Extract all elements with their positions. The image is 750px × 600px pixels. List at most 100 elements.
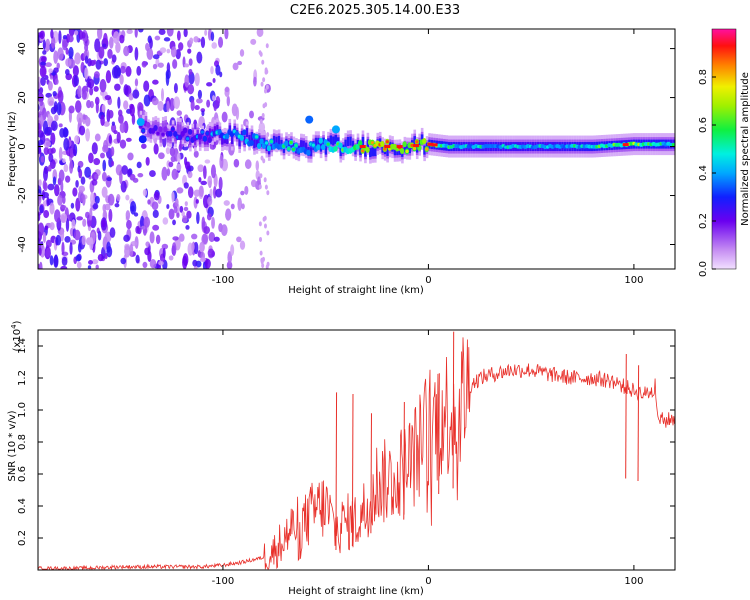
spectrogram-x-axis: -100 0 100 [212, 29, 643, 286]
spectrogram-noise-cell [52, 91, 57, 97]
spectrogram-noise-cell [196, 211, 200, 224]
spectrogram-noise-cell [262, 77, 266, 83]
spectrogram-ridge-cell [168, 130, 173, 137]
spectrogram-noise-cell [58, 169, 65, 182]
spectrogram-noise-cell [107, 193, 115, 206]
spectrogram-band-cell [423, 145, 426, 155]
spectrogram-noise-cell [75, 254, 82, 262]
spectrogram-noise-cell [195, 199, 199, 204]
spectrogram-noise-cell [142, 188, 148, 197]
spectrogram-noise-cell [78, 185, 86, 193]
spectrogram-noise-cell [69, 161, 74, 174]
spectrogram-noise-cell [185, 225, 190, 230]
spectrogram-noise-cell [77, 85, 82, 98]
spectrogram-noise-cell [47, 164, 52, 172]
spectrogram-noise-cell [198, 177, 202, 183]
spectrogram-noise-cell [91, 259, 99, 265]
colorbar: 0.0 0.2 0.4 0.6 0.8 Normalized spectral ampl… [698, 28, 750, 277]
spectrogram-noise-cell [194, 72, 200, 87]
spectrogram-noise-cell [265, 84, 269, 90]
spectrogram-y-tick-label: 0 [17, 143, 28, 149]
spectrogram-band-cell [255, 138, 259, 148]
spectrogram-noise-cell [224, 29, 229, 40]
spectrogram-noise-cell [209, 188, 213, 197]
spectrogram-noise-cell [102, 204, 107, 213]
spectrogram-noise-cell [155, 234, 161, 245]
spectrogram-noise-cell [213, 104, 217, 112]
spectrogram-noise-cell [249, 110, 254, 119]
spectrogram-noise-cell [65, 218, 70, 232]
spectrogram-noise-cell [115, 41, 121, 54]
spectrogram-noise-cell [204, 29, 208, 36]
colorbar-tick-label: 0.4 [698, 165, 709, 181]
spectrogram-noise-cell [39, 65, 47, 78]
spectrogram-noise-cell [48, 68, 53, 74]
spectrogram-ridge-peak [264, 141, 269, 145]
spectrogram-ridge-cell [399, 148, 405, 155]
spectrogram-noise-cell [166, 204, 170, 209]
spectrogram-noise-cell [102, 159, 107, 172]
spectrogram-noise-cell [178, 143, 182, 152]
spectrogram-noise-cell [80, 61, 85, 74]
spectrogram-noise-cell [215, 188, 223, 198]
spectrogram-ridge-peak [292, 147, 296, 151]
spectrogram-noise-cell [253, 76, 257, 87]
spectrogram-noise-cell [176, 212, 180, 218]
spectrogram-noise-cell [42, 232, 47, 244]
snr-scale-suffix: ) [12, 320, 23, 324]
spectrogram-band-cell [344, 139, 348, 149]
spectrogram-noise-cell [62, 39, 68, 51]
spectrogram-noise-cell [176, 30, 181, 41]
spectrogram-ridge-cell [207, 137, 212, 144]
spectrogram-noise-cell [108, 109, 114, 119]
spectrogram-blob [331, 125, 340, 134]
snr-spike [351, 393, 354, 547]
spectrogram-noise-cell [48, 153, 54, 163]
spectrogram-noise-cell [60, 204, 67, 209]
spectrogram-noise-cell [196, 51, 203, 64]
spectrogram-noise-cell [265, 69, 269, 75]
spectrogram-noise-cell [232, 62, 239, 71]
spectrogram-noise-cell [207, 248, 215, 258]
spectrogram-noise-cell [149, 170, 156, 178]
spectrogram-noise-cell [176, 163, 182, 171]
spectrogram-noise-cell [258, 50, 262, 56]
spectrogram-x-tick-label: 100 [624, 275, 643, 286]
spectrogram-noise-cell [53, 209, 61, 223]
spectrogram-noise-cell [137, 173, 144, 178]
spectrogram-noise-cell [78, 168, 83, 179]
spectrogram-noise-cell [157, 62, 164, 68]
spectrogram-noise-cell [197, 164, 205, 173]
spectrogram-noise-cell [45, 239, 52, 248]
spectrogram-noise-cell [219, 71, 223, 78]
spectrogram-noise-cell [201, 216, 206, 230]
spectrogram-noise-cell [60, 180, 64, 193]
spectrogram-band-cell [373, 147, 377, 157]
spectrogram-noise-cell [49, 222, 55, 231]
spectrogram-noise-cell [64, 236, 71, 243]
spectrogram-noise-cell [136, 65, 142, 76]
spectrogram-band-cell [314, 137, 318, 147]
spectrogram-noise-cell [264, 102, 268, 108]
spectrogram-noise-cell [61, 256, 68, 266]
spectrogram-noise-cell [153, 143, 159, 155]
spectrogram-peak-dash [359, 145, 366, 149]
spectrogram-noise-cell [127, 152, 134, 161]
spectrogram-noise-cell [103, 121, 110, 127]
spectrogram-noise-cell [240, 190, 245, 196]
spectrogram-noise-cell [141, 225, 146, 230]
spectrogram-noise-cell [182, 215, 188, 223]
spectrogram-noise-cell [181, 211, 185, 217]
spectrogram-band-cell [371, 147, 375, 157]
spectrogram-noise-cell [38, 222, 45, 237]
spectrogram-noise-cell [84, 55, 89, 64]
spectrogram-noise-cell [199, 185, 204, 198]
spectrogram-noise-cell [207, 175, 213, 187]
spectrogram-noise-cell [193, 189, 201, 197]
spectrogram-noise-cell [260, 81, 264, 87]
spectrogram-noise-cell [125, 194, 130, 201]
snr-scale-label: (x104) [10, 320, 23, 351]
spectrogram-noise-cell [209, 144, 214, 150]
spectrogram-noise-cell [94, 96, 100, 106]
spectrogram-y-tick-label: 40 [17, 42, 28, 55]
